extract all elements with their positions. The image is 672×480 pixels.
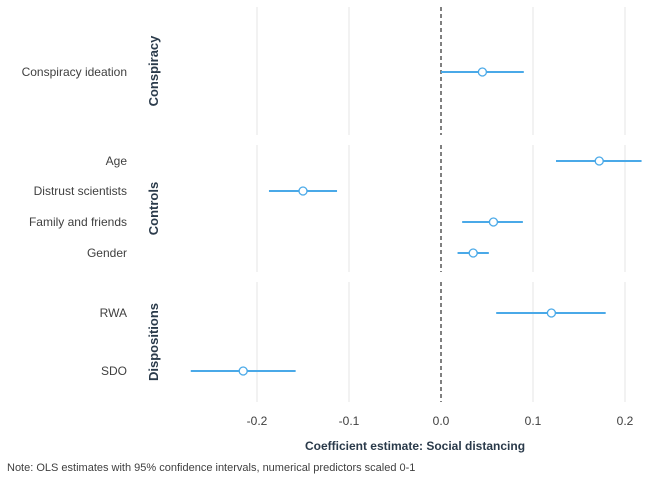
x-tick-label: 0.2 [617,414,634,428]
point-estimate [477,67,488,77]
point-estimate [488,217,499,227]
panel-controls: Controls Age Distrust scientists Family and… [29,154,642,260]
panel-label: Conspiracy [146,35,161,107]
point-estimate [298,186,308,196]
point-estimate [594,156,604,166]
point-estimate [468,248,478,258]
x-tick-label: -0.2 [247,414,268,428]
panel-conspiracy: Conspiracy Conspiracy ideation [22,35,524,107]
row-label: Family and friends [29,215,127,229]
row-label: Conspiracy ideation [22,65,127,79]
x-tick-label: 0.1 [525,414,542,428]
x-axis-title: Coefficient estimate: Social distancing [305,439,525,453]
footnote: Note: OLS estimates with 95% confidence … [7,462,415,474]
x-tick-label: -0.1 [339,414,360,428]
row-label: Age [106,154,128,168]
row-label: SDO [101,364,127,378]
panel-label: Controls [146,182,161,235]
point-estimate [238,366,248,376]
x-tick-label: 0.0 [433,414,450,428]
row-label: RWA [100,306,127,320]
grid-layer [256,7,626,402]
x-axis: -0.2 -0.1 0.0 0.1 0.2 [247,414,634,428]
panel-label: Dispositions [146,303,161,381]
point-estimate [546,308,557,318]
panel-dispositions: Dispositions RWA SDO [100,303,606,381]
panels-layer: Conspiracy Conspiracy ideation Controls Age… [22,35,642,381]
row-label: Distrust scientists [34,184,127,198]
row-label: Gender [87,246,127,260]
